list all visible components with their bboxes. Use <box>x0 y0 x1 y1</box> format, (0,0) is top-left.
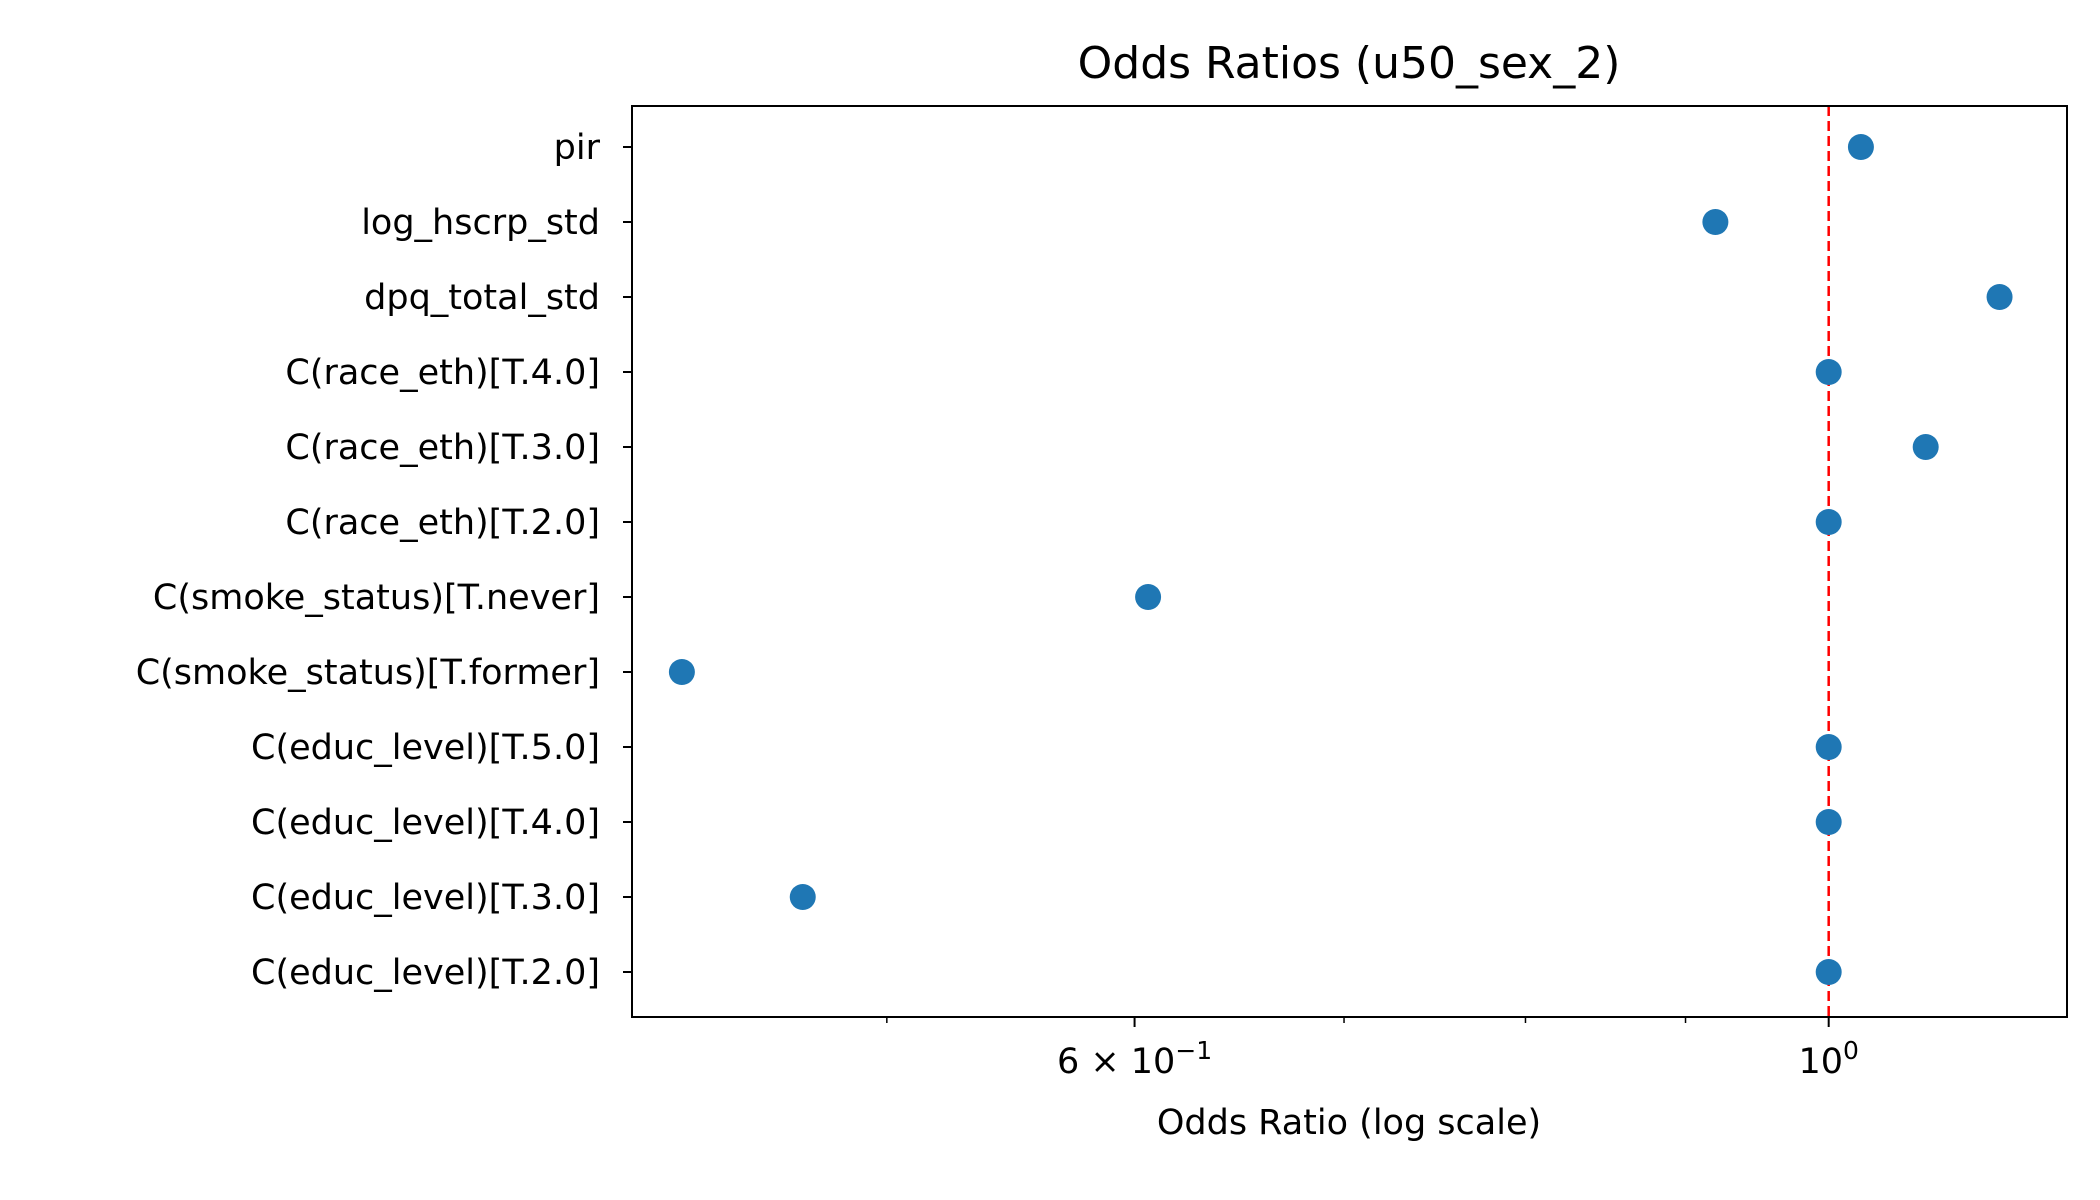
x-axis-label: Odds Ratio (log scale) <box>1157 1103 1541 1143</box>
y-tick-label: C(educ_level)[T.4.0] <box>251 803 600 843</box>
data-point <box>1135 584 1162 610</box>
data-point <box>1702 209 1729 235</box>
y-tick-label: C(educ_level)[T.3.0] <box>251 878 600 918</box>
y-tick-label: C(smoke_status)[T.never] <box>153 578 600 618</box>
x-axis-ticks: 6 × 10−1 100 <box>886 1017 1859 1082</box>
x-tick-label: 100 <box>1798 1036 1858 1082</box>
y-tick-label: pir <box>554 128 601 168</box>
data-point <box>1815 509 1842 535</box>
y-tick-label: C(educ_level)[T.2.0] <box>251 953 600 993</box>
data-point <box>1815 734 1842 760</box>
data-point <box>1815 809 1842 835</box>
plot-frame <box>631 105 2068 1018</box>
data-point <box>668 659 695 685</box>
y-tick-label: C(smoke_status)[T.former] <box>136 653 600 693</box>
data-point <box>1912 434 1939 460</box>
y-tick-label: C(race_eth)[T.3.0] <box>285 428 600 468</box>
y-tick-label: C(educ_level)[T.5.0] <box>251 728 600 768</box>
data-point <box>1815 359 1842 385</box>
y-tick-label: C(race_eth)[T.4.0] <box>285 353 600 393</box>
data-point <box>1847 134 1874 160</box>
data-point <box>789 884 816 910</box>
x-tick-label: 6 × 10−1 <box>1057 1036 1212 1082</box>
data-point <box>1986 284 2013 310</box>
y-tick-label: C(race_eth)[T.2.0] <box>285 503 600 543</box>
chart-title: Odds Ratios (u50_sex_2) <box>1078 38 1621 89</box>
y-tick-label: log_hscrp_std <box>361 203 600 243</box>
data-point <box>1815 959 1842 985</box>
data-points <box>668 134 2013 985</box>
y-tick-labels: pir log_hscrp_std dpq_total_std C(race_eth)… <box>136 128 632 993</box>
y-tick-label: dpq_total_std <box>364 278 600 318</box>
